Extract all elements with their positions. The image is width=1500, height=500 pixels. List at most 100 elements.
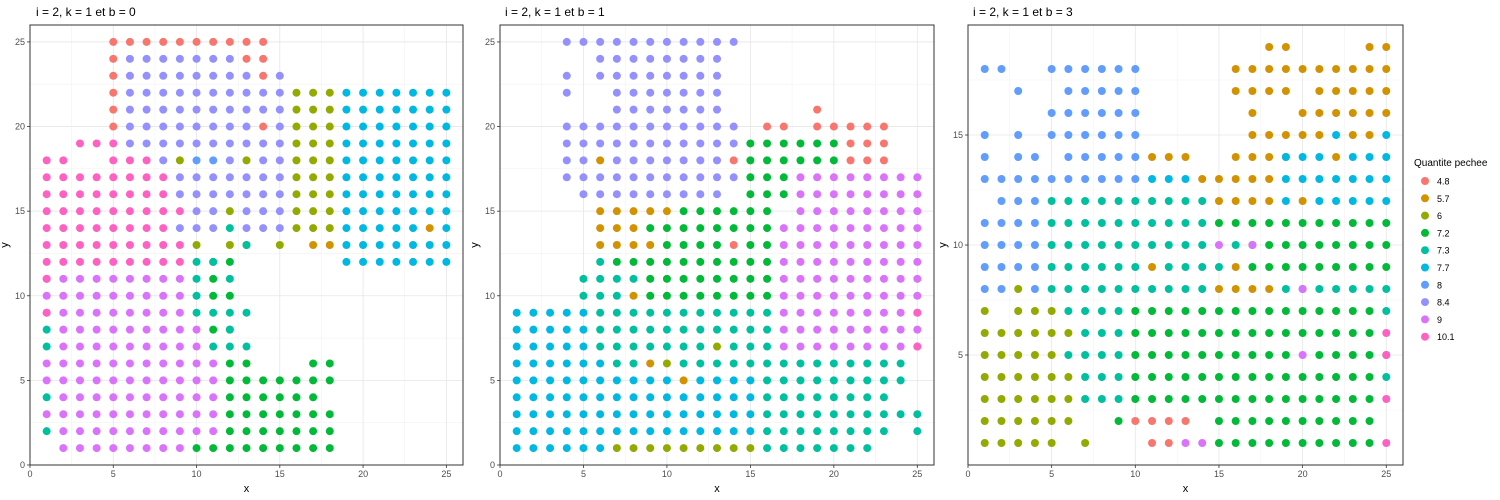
data-point-8-4 xyxy=(629,88,638,97)
data-point-8-4 xyxy=(696,122,705,131)
data-point-7-3 xyxy=(1097,197,1106,205)
data-point-9 xyxy=(42,376,51,385)
data-point-9 xyxy=(159,393,168,402)
data-point-5-7 xyxy=(1332,87,1341,95)
data-point-8 xyxy=(1047,65,1056,73)
data-point-6 xyxy=(309,156,318,165)
data-point-7-7 xyxy=(392,139,401,148)
data-point-9 xyxy=(879,325,888,334)
y-tick-label: 5 xyxy=(490,375,495,385)
y-tick-label: 10 xyxy=(485,291,495,301)
data-point-7-3 xyxy=(1148,219,1157,227)
data-point-8 xyxy=(1030,241,1039,249)
data-point-7-3 xyxy=(763,359,772,368)
data-point-8-4 xyxy=(275,207,284,216)
data-point-7-2 xyxy=(1164,373,1173,381)
data-point-7-7 xyxy=(359,139,368,148)
data-point-7-3 xyxy=(813,359,822,368)
data-point-7-7 xyxy=(375,156,384,165)
data-point-5-7 xyxy=(646,207,655,216)
data-point-7-7 xyxy=(1332,197,1341,205)
data-point-9 xyxy=(42,359,51,368)
data-point-9 xyxy=(92,444,101,453)
data-point-7-2 xyxy=(1281,241,1290,249)
data-point-9 xyxy=(109,291,118,300)
data-point-7-2 xyxy=(713,257,721,266)
data-point-10-1 xyxy=(109,241,118,249)
data-point-10-1 xyxy=(75,139,84,148)
data-point-7-2 xyxy=(1131,307,1140,315)
data-point-5-7 xyxy=(1265,285,1274,293)
data-point-7-2 xyxy=(1231,351,1240,359)
data-point-5-7 xyxy=(1265,153,1274,161)
data-point-10-1 xyxy=(59,241,68,249)
legend-label-7-3: 7.3 xyxy=(1437,246,1450,256)
data-point-8-4 xyxy=(646,190,655,199)
data-point-9 xyxy=(913,190,922,199)
data-point-7-2 xyxy=(1332,241,1341,249)
data-point-7-2 xyxy=(1181,373,1190,381)
data-point-7-2 xyxy=(242,359,251,368)
data-point-7-7 xyxy=(409,224,418,233)
data-point-10-1 xyxy=(92,173,101,182)
data-point-9 xyxy=(779,257,788,266)
data-point-9 xyxy=(863,190,872,199)
data-point-7-7 xyxy=(679,393,688,402)
data-point-7-2 xyxy=(1365,241,1374,249)
data-point-7-3 xyxy=(579,274,588,283)
data-point-7-2 xyxy=(696,274,705,283)
data-point-7-3 xyxy=(1081,329,1090,337)
data-point-7-7 xyxy=(1365,153,1374,161)
data-point-7-3 xyxy=(1198,241,1207,249)
data-point-8-4 xyxy=(612,122,621,131)
data-point-7-7 xyxy=(442,207,451,216)
data-point-9 xyxy=(159,342,168,351)
data-point-9 xyxy=(879,173,888,182)
data-point-10-1 xyxy=(142,190,151,199)
data-point-7-7 xyxy=(359,122,368,131)
data-point-7-3 xyxy=(1064,219,1073,227)
data-point-8-4 xyxy=(696,71,705,80)
data-point-7-2 xyxy=(225,359,234,368)
data-point-8 xyxy=(980,285,989,293)
data-point-8-4 xyxy=(713,54,721,63)
data-point-6 xyxy=(292,173,301,182)
data-point-9 xyxy=(175,427,184,436)
data-point-7-7 xyxy=(612,393,621,402)
data-point-7-7 xyxy=(409,156,418,165)
data-point-7-7 xyxy=(546,342,555,351)
data-point-7-3 xyxy=(1097,241,1106,249)
data-point-7-7 xyxy=(512,393,521,402)
data-point-6 xyxy=(662,444,671,453)
data-point-8-4 xyxy=(729,37,738,46)
data-point-7-2 xyxy=(1315,329,1324,337)
data-point-6 xyxy=(309,207,318,216)
data-point-8 xyxy=(1047,109,1056,117)
data-point-8-4 xyxy=(142,88,151,97)
data-point-7-7 xyxy=(696,393,705,402)
data-point-9 xyxy=(59,325,68,334)
data-point-7-7 xyxy=(342,139,351,148)
data-point-7-3 xyxy=(1097,219,1106,227)
y-tick-label: 15 xyxy=(485,206,495,216)
data-point-7-3 xyxy=(1114,351,1123,359)
data-point-7-2 xyxy=(275,410,284,419)
data-point-7-3 xyxy=(729,342,738,351)
data-point-7-2 xyxy=(713,207,721,216)
data-point-10-1 xyxy=(1382,395,1391,403)
data-point-7-2 xyxy=(1315,241,1324,249)
data-point-7-7 xyxy=(392,207,401,216)
data-point-10-1 xyxy=(159,190,168,199)
data-point-7-7 xyxy=(562,444,571,453)
data-point-8-4 xyxy=(225,88,234,97)
data-point-8-4 xyxy=(662,71,671,80)
data-point-10-1 xyxy=(59,173,68,182)
data-point-9 xyxy=(779,224,788,233)
data-point-7-3 xyxy=(225,224,234,233)
data-point-7-2 xyxy=(1198,351,1207,359)
data-point-9 xyxy=(125,291,134,300)
data-point-9 xyxy=(142,359,151,368)
data-point-8 xyxy=(997,197,1006,205)
x-tick-label: 5 xyxy=(111,469,116,479)
data-point-7-2 xyxy=(679,224,688,233)
